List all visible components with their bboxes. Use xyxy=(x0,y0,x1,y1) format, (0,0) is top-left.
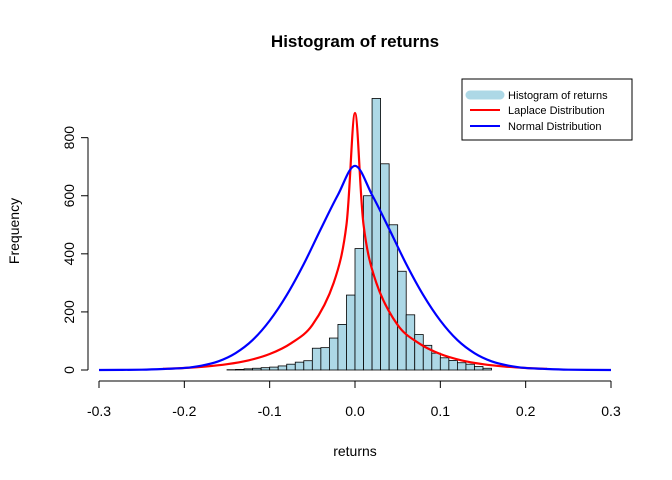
chart-title: Histogram of returns xyxy=(271,32,439,51)
histogram-bar xyxy=(286,363,296,371)
y-tick-label: 800 xyxy=(61,126,77,150)
histogram-bar xyxy=(252,367,262,371)
y-tick-label: 200 xyxy=(61,300,77,324)
legend-label-normal: Normal Distribution xyxy=(508,121,602,133)
histogram-bar xyxy=(294,361,305,371)
histogram-bar xyxy=(363,195,373,371)
histogram-bar xyxy=(311,347,322,371)
histogram-bar xyxy=(235,369,245,371)
histogram-bars xyxy=(226,98,492,371)
histogram-bar xyxy=(474,366,484,371)
legend-label-laplace: Laplace Distribution xyxy=(508,105,605,117)
histogram-bar xyxy=(346,294,356,371)
histogram-bar xyxy=(482,367,492,371)
y-tick-label: 0 xyxy=(61,366,77,374)
histogram-bar xyxy=(328,337,339,371)
histogram-bar xyxy=(277,365,288,371)
histogram-bar xyxy=(371,98,382,371)
histogram-bar xyxy=(405,314,416,371)
histogram-bar xyxy=(439,357,450,371)
x-axis: -0.3 -0.2 -0.1 0.0 0.1 0.2 0.3 xyxy=(87,380,621,419)
x-axis-label: returns xyxy=(333,443,377,459)
histogram-bar xyxy=(269,366,279,371)
y-axis: 0 200 400 600 800 xyxy=(61,126,89,374)
histogram-bar xyxy=(448,360,458,371)
laplace-distribution-line xyxy=(162,111,548,370)
histogram-bar xyxy=(431,352,441,371)
density-lines xyxy=(98,111,612,372)
y-tick-label: 600 xyxy=(61,184,77,208)
legend-label-histogram: Histogram of returns xyxy=(508,90,608,102)
y-tick-label: 400 xyxy=(61,242,77,266)
x-tick-label: -0.1 xyxy=(258,403,282,419)
x-tick-label: 0.2 xyxy=(516,403,536,419)
histogram-bar xyxy=(320,347,330,371)
histogram-bar xyxy=(380,163,390,371)
x-tick-label: -0.3 xyxy=(87,403,111,419)
histogram-bar xyxy=(397,270,407,371)
histogram-bar xyxy=(243,368,253,371)
histogram-bar xyxy=(303,360,313,371)
histogram-bar xyxy=(465,363,475,371)
histogram-bar xyxy=(354,248,364,371)
histogram-bar xyxy=(388,224,399,371)
histogram-bar xyxy=(337,324,347,371)
y-axis-label: Frequency xyxy=(6,198,22,264)
histogram-bar xyxy=(456,362,467,371)
x-tick-label: -0.2 xyxy=(172,403,196,419)
histogram-bar xyxy=(260,367,271,371)
x-tick-label: 0.1 xyxy=(431,403,451,419)
legend: Histogram of returns Laplace Distributio… xyxy=(461,78,633,141)
histogram-bar xyxy=(414,334,424,371)
x-tick-label: 0.0 xyxy=(345,403,365,419)
x-tick-label: 0.3 xyxy=(601,403,621,419)
normal-distribution-line xyxy=(98,164,612,372)
